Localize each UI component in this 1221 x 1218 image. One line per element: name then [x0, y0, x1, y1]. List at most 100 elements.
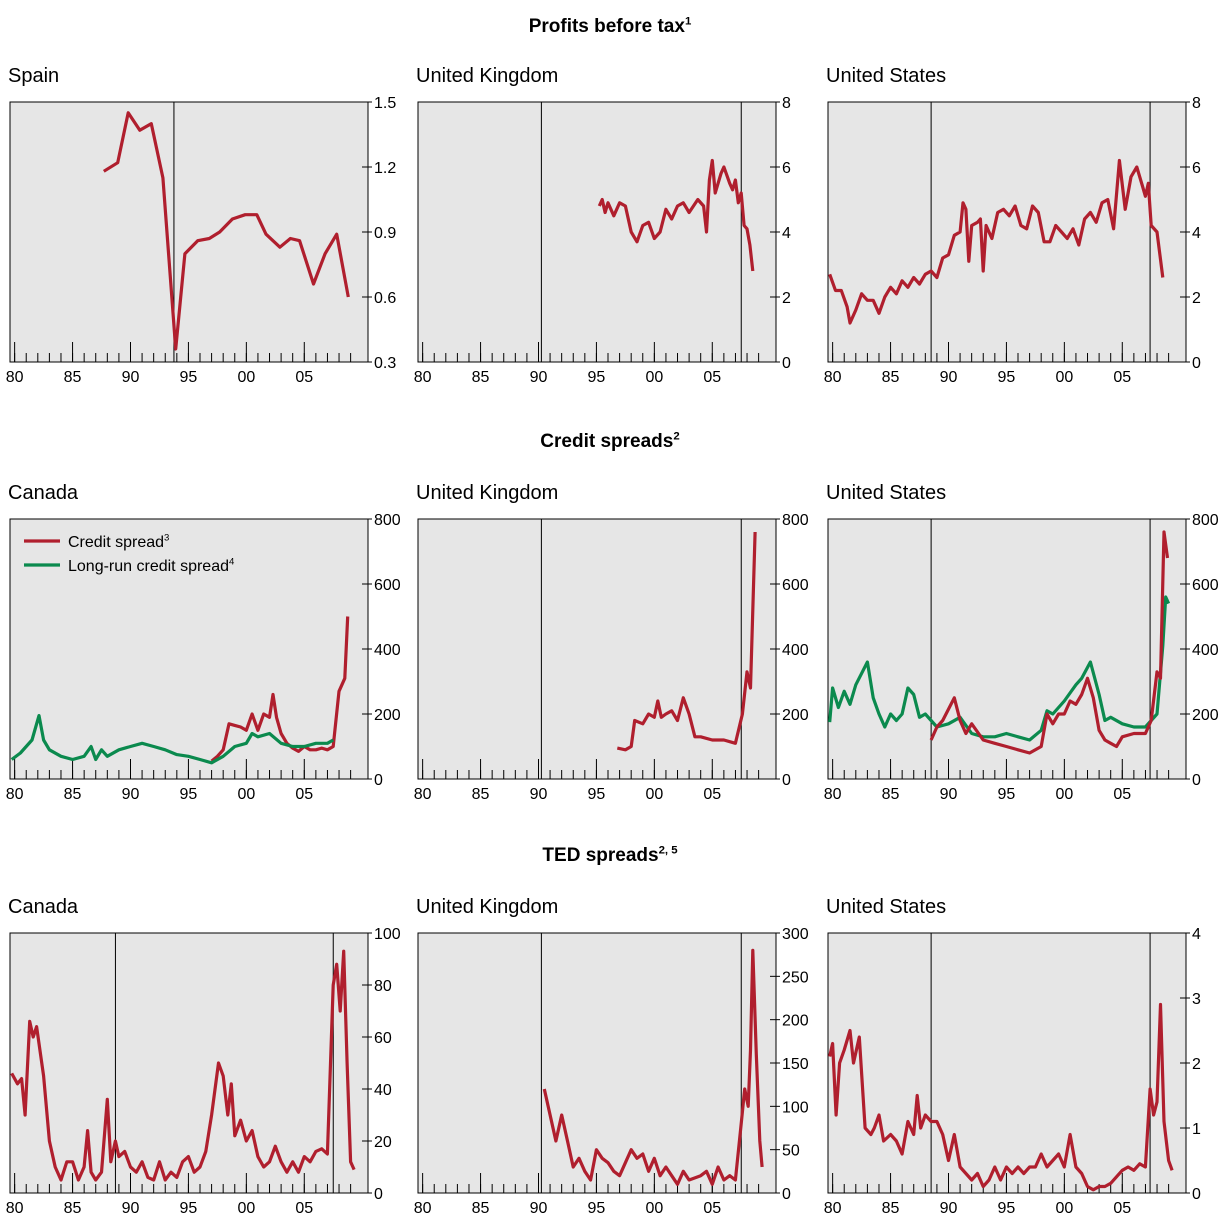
x-tick-label: 05 — [703, 786, 721, 803]
x-tick-label: 85 — [882, 786, 900, 803]
y-tick-label: 0 — [1192, 1186, 1201, 1203]
x-tick-label: 00 — [1055, 1200, 1073, 1217]
x-tick-label: 85 — [64, 786, 82, 803]
y-tick-label: 0 — [1192, 772, 1201, 789]
x-tick-label: 05 — [295, 369, 313, 386]
legend-label-text: Long-run credit spread — [68, 558, 229, 575]
y-tick-label: 1.2 — [374, 160, 396, 177]
x-tick-label: 95 — [998, 1200, 1016, 1217]
section-title: Profits before tax1 — [529, 15, 692, 37]
y-tick-label: 6 — [1192, 160, 1201, 177]
legend-label-note: 3 — [164, 533, 169, 544]
x-tick-label: 95 — [588, 1200, 606, 1217]
panel-title: Spain — [8, 65, 59, 87]
section-title-text: Credit spreads — [540, 431, 673, 452]
x-tick-label: 00 — [237, 1200, 255, 1217]
y-tick-label: 0 — [782, 355, 791, 372]
series-line — [929, 530, 1170, 755]
y-tick-label: 150 — [782, 1056, 809, 1073]
section-title-note: 2 — [673, 430, 679, 442]
y-tick-label: 4 — [1192, 225, 1201, 242]
y-tick-label: 20 — [374, 1134, 392, 1151]
y-tick-label: 800 — [782, 512, 809, 529]
x-tick-label: 90 — [530, 369, 548, 386]
legend-label-note: 4 — [229, 557, 235, 568]
x-tick-label: 80 — [6, 1200, 24, 1217]
y-tick-label: 600 — [782, 577, 809, 594]
y-tick-label: 0.3 — [374, 355, 396, 372]
x-tick-label: 80 — [6, 369, 24, 386]
section-title: TED spreads2, 5 — [542, 844, 678, 866]
x-tick-label: 80 — [824, 369, 842, 386]
x-tick-label: 90 — [940, 1200, 958, 1217]
x-tick-label: 85 — [882, 369, 900, 386]
legend-label: Long-run credit spread4 — [68, 557, 235, 575]
y-tick-label: 400 — [782, 642, 809, 659]
y-tick-label: 100 — [782, 1099, 809, 1116]
y-tick-label: 40 — [374, 1082, 392, 1099]
y-tick-label: 50 — [782, 1143, 800, 1160]
y-tick-label: 60 — [374, 1030, 392, 1047]
y-tick-label: 0 — [1192, 355, 1201, 372]
series-line — [210, 616, 350, 763]
series-line — [542, 948, 764, 1186]
legend-label: Credit spread3 — [68, 533, 169, 551]
y-tick-label: 0.6 — [374, 290, 396, 307]
y-tick-label: 200 — [374, 707, 401, 724]
x-tick-label: 05 — [1113, 1200, 1131, 1217]
y-tick-label: 250 — [782, 969, 809, 986]
x-tick-label: 00 — [645, 786, 663, 803]
legend-label-text: Credit spread — [68, 534, 164, 551]
x-tick-label: 85 — [64, 1200, 82, 1217]
x-tick-label: 05 — [703, 369, 721, 386]
y-tick-label: 3 — [1192, 991, 1201, 1008]
plot-area — [827, 518, 1187, 780]
y-tick-label: 600 — [374, 577, 401, 594]
section-title-text: TED spreads — [542, 845, 658, 866]
y-tick-label: 200 — [782, 1013, 809, 1030]
x-tick-label: 90 — [530, 1200, 548, 1217]
plot-area — [417, 518, 777, 780]
panel-title: Canada — [8, 896, 79, 918]
panel-title: United States — [826, 65, 946, 87]
y-tick-label: 400 — [1192, 642, 1219, 659]
y-tick-label: 0.9 — [374, 225, 396, 242]
y-tick-label: 800 — [1192, 512, 1219, 529]
x-tick-label: 05 — [295, 786, 313, 803]
y-tick-label: 800 — [374, 512, 401, 529]
panel-title: United Kingdom — [416, 482, 558, 504]
x-tick-label: 80 — [414, 786, 432, 803]
x-tick-label: 95 — [180, 369, 198, 386]
y-tick-label: 400 — [374, 642, 401, 659]
plot-area — [9, 518, 369, 780]
x-tick-label: 90 — [122, 786, 140, 803]
x-tick-label: 00 — [237, 369, 255, 386]
plot-area — [827, 101, 1187, 363]
panel-title: United States — [826, 896, 946, 918]
panel-title: United States — [826, 482, 946, 504]
y-tick-label: 0 — [374, 772, 383, 789]
y-tick-label: 0 — [374, 1186, 383, 1203]
y-tick-label: 4 — [782, 225, 791, 242]
y-tick-label: 1 — [1192, 1121, 1201, 1138]
section-title-note: 1 — [685, 15, 692, 27]
x-tick-label: 00 — [1055, 786, 1073, 803]
y-tick-label: 4 — [1192, 926, 1201, 943]
y-tick-label: 200 — [1192, 707, 1219, 724]
x-tick-label: 00 — [1055, 369, 1073, 386]
section-title: Credit spreads2 — [540, 430, 679, 452]
series-line — [828, 1002, 1174, 1192]
y-tick-label: 0 — [782, 772, 791, 789]
plot-area — [417, 101, 777, 363]
y-tick-label: 2 — [782, 290, 791, 307]
x-tick-label: 90 — [940, 786, 958, 803]
series-line — [616, 531, 757, 752]
y-tick-label: 2 — [1192, 290, 1201, 307]
x-tick-label: 95 — [588, 369, 606, 386]
x-tick-label: 05 — [1113, 786, 1131, 803]
x-tick-label: 80 — [6, 786, 24, 803]
series-line — [10, 949, 356, 1182]
y-tick-label: 6 — [782, 160, 791, 177]
